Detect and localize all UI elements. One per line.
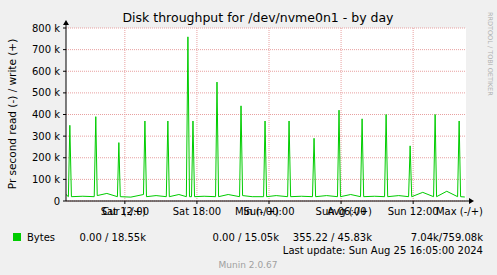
grid-line (66, 28, 466, 29)
grid-line (66, 136, 466, 137)
x-tick-label: Sat 18:00 (173, 206, 221, 217)
grid-line (66, 49, 466, 50)
watermark: RRDTOOL / TOBI OETIKER (486, 12, 494, 96)
summary-header: Cur (-/+) (102, 206, 146, 217)
y-tick-label: 400 k (32, 109, 60, 120)
y-tick-label: 300 k (32, 131, 60, 142)
x-tick-label: Sun 12:00 (388, 206, 439, 217)
grid-line (413, 28, 414, 201)
background (0, 0, 497, 275)
y-tick-label: 700 k (32, 44, 60, 55)
y-label: Pr second read (-) / write (+) (6, 39, 18, 190)
y-tick-label: 600 k (32, 66, 60, 77)
axis-arrow (469, 198, 474, 204)
footer-update: Last update: Sun Aug 25 16:05:00 2024 (283, 245, 483, 256)
y-tick-label: 100 k (32, 174, 60, 185)
summary-cell: 0.00 / 18.55k (80, 232, 147, 243)
series-group (66, 37, 465, 197)
title: Disk throughput for /dev/nvme0n1 - by da… (122, 10, 394, 25)
grid-line (196, 28, 197, 201)
summary-header: Avg (-/+) (327, 206, 372, 217)
summary-header: Max (-/+) (436, 206, 483, 217)
summary-cell: 355.22 / 45.83k (293, 232, 372, 243)
grid-line (124, 28, 125, 201)
grid-line (66, 92, 466, 93)
grid-line (66, 114, 466, 115)
axis-arrow (63, 20, 69, 25)
legend-label: Bytes (27, 232, 55, 243)
y-tick-label: 800 k (32, 23, 60, 34)
series-line (66, 37, 465, 197)
grid-line (341, 28, 342, 201)
y-axis (66, 24, 67, 201)
grid-line (66, 71, 466, 72)
x-axis (66, 201, 470, 202)
summary-cell: 0.00 / 15.05k (213, 232, 280, 243)
y-tick-label: 500 k (32, 87, 60, 98)
summary-cell: 7.04k/759.08k (411, 232, 483, 243)
y-tick-label: 0 (54, 196, 60, 207)
summary-header: Min (-/+) (235, 206, 279, 217)
plot-area (66, 28, 466, 201)
x-tick-label: Sat 12:00 (101, 206, 149, 217)
footer-version: Munin 2.0.67 (219, 260, 278, 270)
y-tick-label: 200 k (32, 152, 60, 163)
chart: Disk throughput for /dev/nvme0n1 - by da… (0, 0, 497, 275)
legend-swatch (13, 233, 21, 241)
grid-line (269, 28, 270, 201)
